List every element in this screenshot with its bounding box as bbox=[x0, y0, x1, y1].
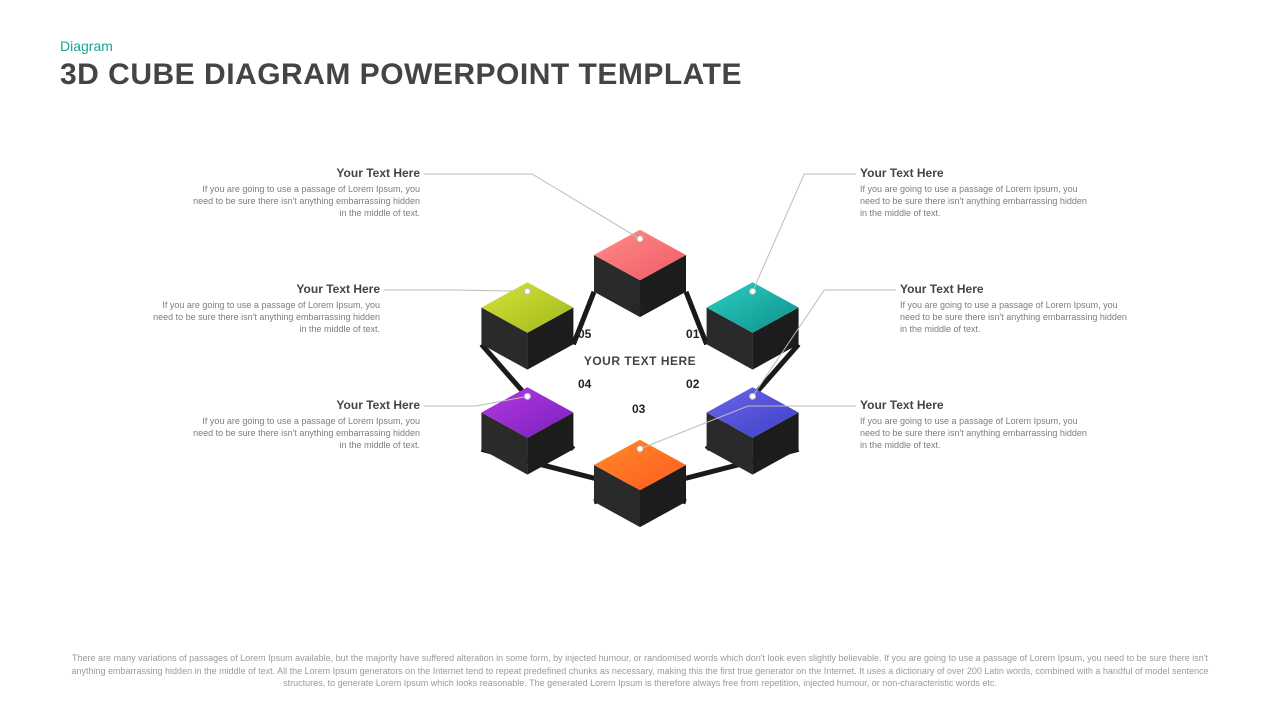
cube-number-06: 06 bbox=[632, 302, 645, 316]
leader-dot-03 bbox=[637, 446, 643, 452]
callout-title: Your Text Here bbox=[150, 282, 380, 296]
callout-title: Your Text Here bbox=[190, 398, 420, 412]
cube-number-02: 02 bbox=[686, 377, 699, 391]
callout-title: Your Text Here bbox=[860, 398, 1090, 412]
cube-diagram: YOUR TEXT HERE 01 02 03 04 05 06 Your Text Here… bbox=[0, 135, 1280, 605]
leader-dot-05 bbox=[524, 288, 530, 294]
leader-dot-02 bbox=[750, 393, 756, 399]
cube-number-03: 03 bbox=[632, 402, 645, 416]
leader-dot-04 bbox=[524, 393, 530, 399]
cube-number-01: 01 bbox=[686, 327, 699, 341]
callout-05: Your Text Here If you are going to use a … bbox=[150, 282, 380, 335]
cube-number-05: 05 bbox=[578, 327, 591, 341]
center-label: YOUR TEXT HERE bbox=[560, 354, 720, 368]
callout-01: Your Text Here If you are going to use a … bbox=[860, 166, 1090, 219]
callout-body: If you are going to use a passage of Lor… bbox=[190, 415, 420, 451]
callout-02: Your Text Here If you are going to use a … bbox=[900, 282, 1130, 335]
callout-body: If you are going to use a passage of Lor… bbox=[190, 183, 420, 219]
callout-body: If you are going to use a passage of Lor… bbox=[860, 183, 1090, 219]
leader-line-06 bbox=[424, 174, 640, 239]
footer-text: There are many variations of passages of… bbox=[60, 652, 1220, 690]
callout-04: Your Text Here If you are going to use a … bbox=[190, 398, 420, 451]
page-title: 3D CUBE DIAGRAM POWERPOINT TEMPLATE bbox=[60, 58, 742, 92]
callout-03: Your Text Here If you are going to use a … bbox=[860, 398, 1090, 451]
callout-body: If you are going to use a passage of Lor… bbox=[860, 415, 1090, 451]
cube-03 bbox=[594, 440, 686, 527]
leader-line-05 bbox=[384, 290, 527, 291]
slide: Diagram 3D CUBE DIAGRAM POWERPOINT TEMPL… bbox=[0, 0, 1280, 720]
callout-title: Your Text Here bbox=[900, 282, 1130, 296]
kicker: Diagram bbox=[60, 38, 113, 54]
leader-dot-01 bbox=[750, 288, 756, 294]
cube-04 bbox=[481, 387, 573, 474]
callout-title: Your Text Here bbox=[860, 166, 1090, 180]
callout-body: If you are going to use a passage of Lor… bbox=[900, 299, 1130, 335]
cube-02 bbox=[707, 387, 799, 474]
leader-line-01 bbox=[753, 174, 856, 291]
callout-06: Your Text Here If you are going to use a … bbox=[190, 166, 420, 219]
callout-title: Your Text Here bbox=[190, 166, 420, 180]
callout-body: If you are going to use a passage of Lor… bbox=[150, 299, 380, 335]
cube-number-04: 04 bbox=[578, 377, 591, 391]
leader-dot-06 bbox=[637, 236, 643, 242]
